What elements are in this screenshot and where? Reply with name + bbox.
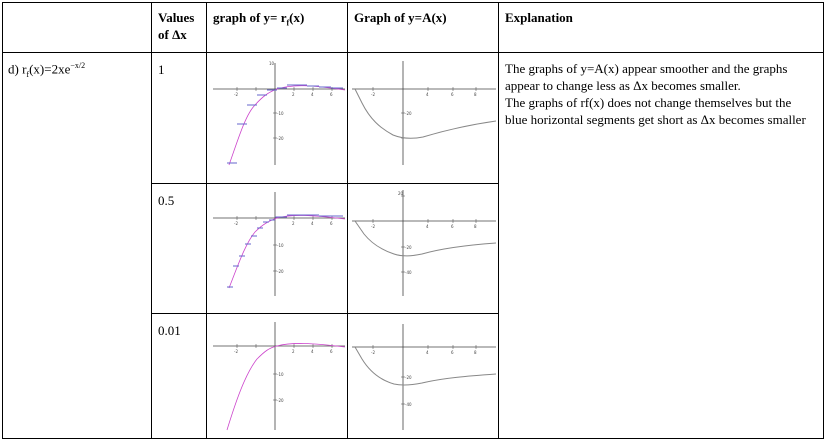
tick-label: 4 (311, 349, 314, 354)
header-rf-suffix: (x) (289, 10, 305, 25)
tick-label: 6 (330, 349, 333, 354)
tick-label: 4 (426, 92, 429, 97)
tick-label: 6 (451, 92, 454, 97)
axis-ticks (236, 344, 333, 401)
tick-label: 6 (330, 92, 333, 97)
tick-label: -2 (234, 221, 238, 226)
delta-x-value: 1 (151, 52, 207, 184)
function-curve (228, 85, 346, 166)
tick-label: -20 (405, 111, 412, 116)
tick-label: 4 (426, 350, 429, 355)
header-delta-x-line2: of Δx (158, 27, 187, 42)
tick-label: -20 (277, 398, 284, 403)
tick-label: 2 (292, 221, 295, 226)
header-empty-cell (2, 2, 152, 53)
tick-label: -2 (234, 349, 238, 354)
explanation-paragraph-1: The graphs of y=A(x) appear smoother and… (505, 61, 788, 93)
header-row: Values of Δx graph of y= rf(x) Graph of … (2, 2, 824, 53)
tick-label: -20 (277, 269, 284, 274)
tick-label: 6 (330, 221, 333, 226)
axis-ticks (236, 216, 333, 272)
header-rf-graph: graph of y= rf(x) (206, 2, 348, 53)
delta-x-value: 0.01 (151, 313, 207, 439)
tick-label: -20 (405, 245, 412, 250)
tick-label: 6 (451, 224, 454, 229)
tick-label: 10 (269, 61, 275, 66)
riemann-segments (227, 214, 343, 288)
axis-ticks (372, 345, 477, 405)
rf-graph-dx001: -2 2 4 6 -10 -20 (213, 322, 346, 431)
header-delta-x-line1: Values (158, 10, 195, 25)
function-curve (228, 215, 346, 289)
header-rf-sub: f (286, 18, 290, 28)
a-graph-cell: -2 4 6 8 -20 (347, 52, 499, 184)
tick-label: -2 (371, 224, 375, 229)
table-row: d) rf(x)=2xe−x/2 1 10 -2 2 4 6 -10 -20 (2, 52, 824, 439)
function-label-cell: d) rf(x)=2xe−x/2 (2, 52, 152, 439)
area-curve (354, 88, 497, 139)
table-row: 0.5 -2 2 4 6 -10 -20 (3, 183, 824, 314)
axis-ticks (372, 195, 477, 273)
tick-label: -10 (277, 372, 284, 377)
function-label-sup: −x/2 (70, 61, 86, 70)
rf-graph-cell: -2 2 4 6 -10 -20 (206, 313, 348, 439)
tick-label: -10 (277, 243, 284, 248)
tick-label: -20 (405, 375, 412, 380)
area-curve (354, 346, 497, 386)
a-graph-dx1: -2 4 6 8 -20 (352, 61, 497, 165)
riemann-segments (227, 84, 343, 164)
a-graph-cell: 20 -2 4 6 8 -20 -40 (347, 183, 499, 314)
explanation-cell: The graphs of y=A(x) appear smoother and… (498, 52, 824, 439)
explanation-paragraph-2: The graphs of rf(x) does not change them… (505, 95, 806, 127)
rf-graph-dx05: -2 2 4 6 -10 -20 (213, 192, 346, 296)
tick-label: 2 (292, 349, 295, 354)
rf-graph-cell: -2 2 4 6 -10 -20 (206, 183, 348, 314)
tick-label: -2 (371, 350, 375, 355)
tick-label: 8 (474, 350, 477, 355)
a-graph-dx001: -2 4 6 8 -20 -40 (352, 324, 497, 430)
tick-label: 4 (311, 221, 314, 226)
tick-label: -40 (405, 270, 412, 275)
header-delta-x: Values of Δx (151, 2, 207, 53)
function-label-mid: (x)=2xe (29, 61, 71, 77)
tick-label: -20 (277, 136, 284, 141)
tick-label: 4 (426, 224, 429, 229)
tick-label: 6 (451, 350, 454, 355)
a-graph-dx05: 20 -2 4 6 8 -20 -40 (352, 190, 497, 296)
tick-label: -2 (234, 92, 238, 97)
tick-label: -2 (371, 92, 375, 97)
function-label-sub: f (26, 69, 30, 79)
header-a-graph: Graph of y=A(x) (347, 2, 499, 53)
tick-label: -40 (405, 402, 412, 407)
tick-label: 20 (398, 191, 404, 196)
tick-label: 2 (292, 92, 295, 97)
table-row: 0.01 -2 2 4 6 -10 -20 (3, 313, 824, 439)
tick-label: 8 (474, 224, 477, 229)
rf-graph-cell: 10 -2 2 4 6 -10 -20 (206, 52, 348, 184)
tick-label: 4 (311, 92, 314, 97)
axis-ticks (372, 87, 477, 139)
a-graph-cell: -2 4 6 8 -20 -40 (347, 313, 499, 439)
header-explanation: Explanation (498, 2, 824, 53)
header-rf-prefix: graph of y= r (213, 10, 287, 25)
area-curve (354, 220, 497, 257)
rf-graph-dx1: 10 -2 2 4 6 -10 -20 (213, 61, 346, 166)
function-label-prefix: d) r (8, 61, 27, 77)
delta-x-value: 0.5 (151, 183, 207, 314)
function-curve (226, 343, 346, 431)
tick-label: -10 (277, 111, 284, 116)
axis-ticks (236, 87, 333, 139)
tick-label: 8 (474, 92, 477, 97)
